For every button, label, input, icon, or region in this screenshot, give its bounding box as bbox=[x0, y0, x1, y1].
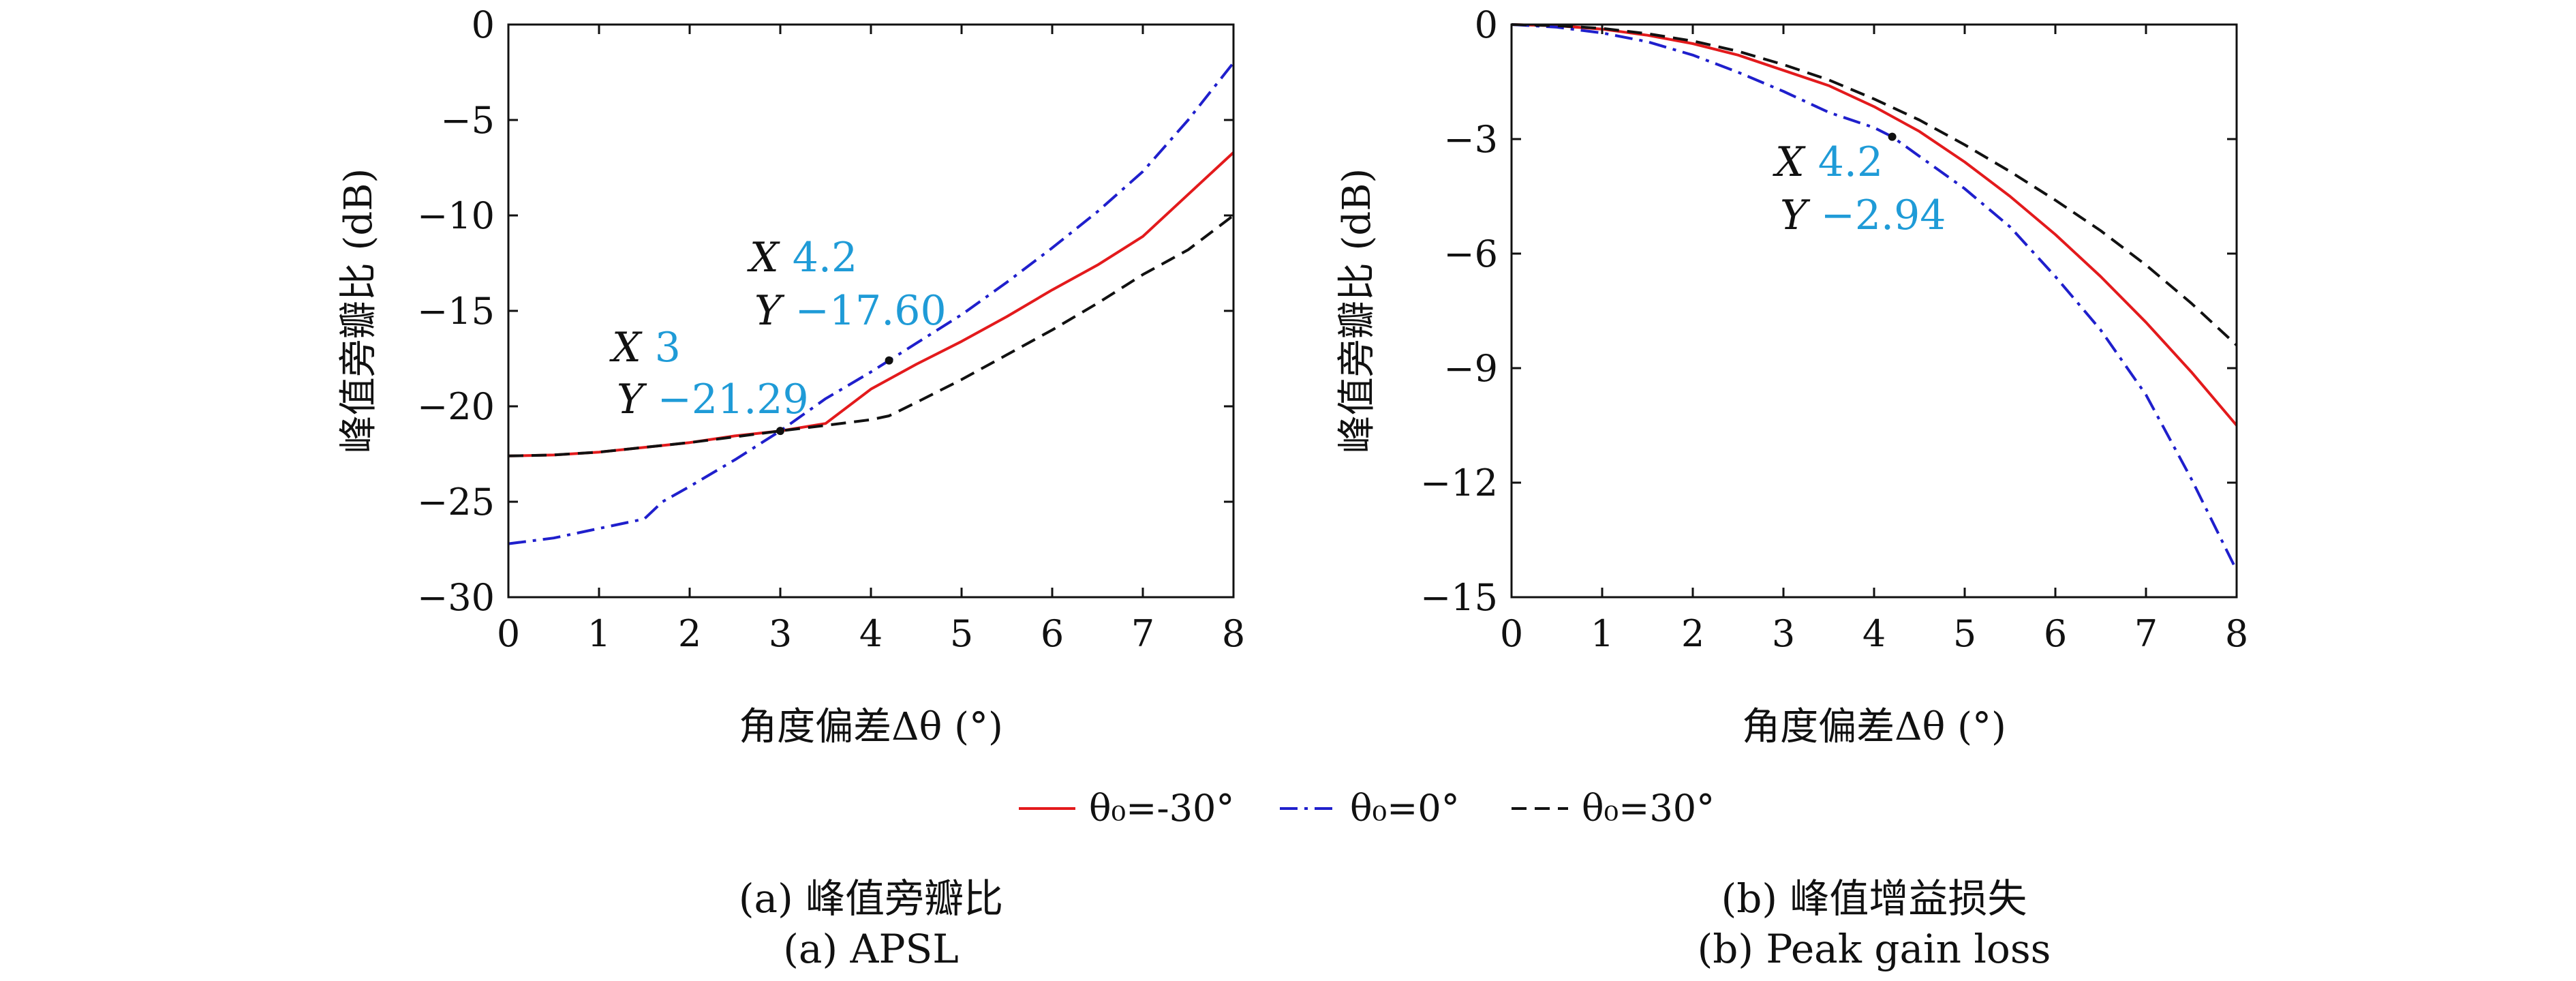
panel-b-y-tick-label-0: 0 bbox=[1475, 3, 1498, 46]
panel-b-annotation-marker-1 bbox=[1888, 132, 1897, 141]
panel-a-x-tick-label-8: 8 bbox=[1222, 612, 1245, 655]
legend: θ₀=-30° θ₀=0° θ₀=30° bbox=[1019, 787, 1715, 830]
panel-a-annotation-1-y: Y −21.29 bbox=[617, 376, 809, 423]
panel-a-y-axis-title: 峰值旁瓣比 (dB) bbox=[337, 168, 381, 454]
panel-b-x-ticks: 0 1 2 3 4 5 6 7 8 bbox=[1500, 25, 2248, 655]
panel-a-caption-cn: (a) 峰值旁瓣比 bbox=[739, 875, 1003, 922]
panel-a-x-tick-label-0: 0 bbox=[497, 612, 520, 655]
panel-b-x-tick-label-3: 3 bbox=[1772, 612, 1795, 655]
panel-a-series-group bbox=[508, 61, 1235, 545]
panel-b-caption-en: (b) Peak gain loss bbox=[1698, 926, 2051, 972]
panel-a-y-tick-label-2: −10 bbox=[417, 194, 495, 237]
panel-b-y-tick-label-2: −6 bbox=[1443, 232, 1498, 275]
panel-b-annotation-1-y-key: Y bbox=[1780, 192, 1811, 239]
panel-b-x-axis-title: 角度偏差Δθ (°) bbox=[1742, 705, 2006, 749]
panel-b-peak-gain-loss: 0 1 2 3 4 5 6 7 8 0 −3 −6 −9 −12 −15 角度偏差Δθ (°) 峰值旁瓣比… bbox=[1335, 3, 2248, 972]
panel-a-annotation-marker-2 bbox=[885, 356, 893, 365]
panel-a-y-tick-label-5: −25 bbox=[417, 481, 495, 524]
panel-b-x-tick-label-0: 0 bbox=[1500, 612, 1523, 655]
panel-b-plot-frame bbox=[1510, 23, 2238, 599]
panel-b-annotation-1-y-value: −2.94 bbox=[1821, 192, 1946, 239]
panel-b-series-line-3 bbox=[1511, 23, 2238, 346]
panel-a-annotation-marker-1 bbox=[776, 427, 784, 436]
panel-b-x-tick-label-7: 7 bbox=[2134, 612, 2158, 655]
legend-label-theta-30: θ₀=30° bbox=[1582, 787, 1715, 830]
panel-b-y-axis-title: 峰值旁瓣比 (dB) bbox=[1335, 168, 1379, 454]
panel-a-y-tick-label-6: −30 bbox=[417, 576, 495, 619]
panel-b-annotation-1-x: X 4.2 bbox=[1773, 138, 1883, 186]
panel-b-x-tick-label-6: 6 bbox=[2044, 612, 2067, 655]
panel-a-annotation-2-x-value: 4.2 bbox=[793, 234, 857, 282]
panel-a-annotation-1-x-key: X bbox=[609, 324, 643, 372]
panel-b-x-tick-label-8: 8 bbox=[2225, 612, 2248, 655]
panel-b-annotation-1-x-key: X bbox=[1773, 138, 1806, 186]
panel-a-x-ticks: 0 1 2 3 4 5 6 7 8 bbox=[497, 25, 1245, 655]
panel-a-y-tick-label-3: −15 bbox=[417, 290, 495, 333]
panel-a-x-tick-label-6: 6 bbox=[1041, 612, 1064, 655]
panel-b-y-ticks: 0 −3 −6 −9 −12 −15 bbox=[1420, 3, 2237, 619]
panel-a-marker-group bbox=[776, 356, 893, 436]
panel-a-annotation-2-y-value: −17.60 bbox=[795, 287, 947, 335]
panel-a-annotation-2-x: X 4.2 bbox=[747, 234, 857, 282]
panel-b-annotation-1-y: Y −2.94 bbox=[1780, 192, 1946, 239]
panel-b-y-tick-label-3: −9 bbox=[1443, 347, 1498, 390]
panel-b-y-tick-label-4: −12 bbox=[1420, 462, 1498, 504]
panel-a-x-axis-title: 角度偏差Δθ (°) bbox=[739, 705, 1003, 749]
panel-a-x-tick-label-1: 1 bbox=[587, 612, 611, 655]
panel-a-annotation-2-x-key: X bbox=[747, 234, 780, 282]
panel-b-x-tick-label-4: 4 bbox=[1862, 612, 1886, 655]
legend-label-theta-minus-30: θ₀=-30° bbox=[1089, 787, 1234, 830]
panel-b-x-tick-label-5: 5 bbox=[1953, 612, 1976, 655]
panel-b-marker-group bbox=[1888, 132, 1897, 141]
panel-a-annotation-2-y: Y −17.60 bbox=[754, 287, 947, 335]
panel-b-y-tick-label-1: −3 bbox=[1443, 118, 1498, 161]
panel-a-annotation-2-y-key: Y bbox=[754, 287, 785, 335]
legend-label-theta-0: θ₀=0° bbox=[1350, 787, 1460, 830]
panel-a-x-tick-label-7: 7 bbox=[1131, 612, 1154, 655]
panel-a-y-tick-label-1: −5 bbox=[440, 99, 495, 142]
panel-a-annotation-1-y-key: Y bbox=[617, 376, 647, 423]
panel-b-series-line-2 bbox=[1511, 23, 2238, 571]
panel-a-annotation-1-x-value: 3 bbox=[655, 324, 681, 372]
panel-a-series-line-3 bbox=[508, 214, 1235, 457]
panel-b-x-tick-label-2: 2 bbox=[1681, 612, 1704, 655]
panel-a-x-tick-label-4: 4 bbox=[859, 612, 883, 655]
panel-a-y-tick-label-4: −20 bbox=[417, 385, 495, 428]
panel-b-annotation-1-x-value: 4.2 bbox=[1818, 138, 1883, 186]
panel-b-series-group bbox=[1511, 23, 2238, 571]
panel-b-y-tick-label-5: −15 bbox=[1420, 576, 1498, 619]
panel-a-y-tick-label-0: 0 bbox=[472, 3, 495, 46]
panel-a-y-ticks: 0 −5 −10 −15 −20 −25 −30 bbox=[417, 3, 1233, 619]
panel-a-annotation-1-y-value: −21.29 bbox=[658, 376, 809, 423]
panel-a-series-line-2 bbox=[508, 61, 1235, 545]
panel-a-caption-en: (a) APSL bbox=[783, 926, 958, 972]
panel-a-x-tick-label-2: 2 bbox=[678, 612, 701, 655]
panel-a-x-tick-label-5: 5 bbox=[950, 612, 973, 655]
panel-b-caption-cn: (b) 峰值增益损失 bbox=[1721, 875, 2027, 922]
panel-b-x-tick-label-1: 1 bbox=[1591, 612, 1614, 655]
panel-a-x-tick-label-3: 3 bbox=[769, 612, 792, 655]
